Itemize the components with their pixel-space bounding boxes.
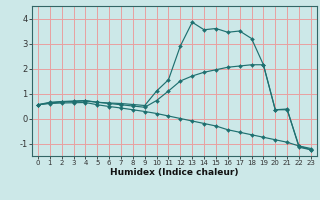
X-axis label: Humidex (Indice chaleur): Humidex (Indice chaleur) xyxy=(110,168,239,177)
